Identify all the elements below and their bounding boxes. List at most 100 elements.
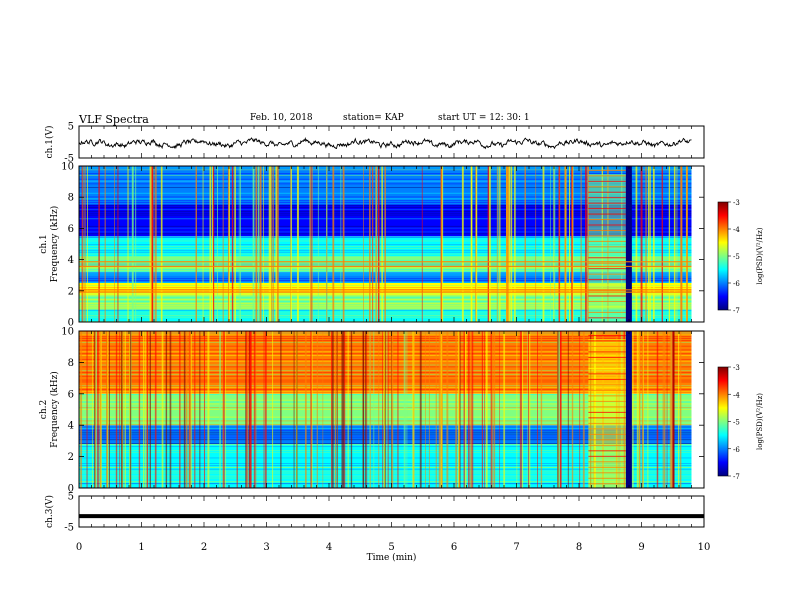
sferic-streak (520, 331, 522, 488)
x-axis-label: Time (min) (367, 552, 417, 563)
sferic-streak (240, 166, 241, 322)
sferic-streak (464, 331, 467, 488)
sferic-streak (671, 331, 673, 488)
x-tick-label: 6 (451, 542, 457, 553)
ch1-spectrogram-ylabel: ch.1 (39, 234, 49, 253)
sferic-streak (331, 331, 334, 488)
sferic-streak (322, 331, 324, 488)
sferic-streak (342, 331, 345, 488)
sferic-streak (150, 166, 153, 322)
x-tick-label: 4 (326, 542, 332, 553)
sferic-streak (138, 331, 141, 488)
sferic-streak (119, 331, 120, 488)
sferic-streak (526, 331, 528, 488)
sferic-streak (95, 331, 98, 488)
sferic-streak (331, 331, 333, 488)
sferic-streak (129, 331, 132, 488)
sferic-streak (672, 331, 675, 488)
sferic-streak (366, 331, 368, 488)
sferic-streak (524, 166, 526, 322)
sferic-streak (679, 331, 682, 488)
colorbar-tick-label: -7 (733, 307, 740, 315)
sferic-streak (127, 166, 129, 322)
sferic-streak (666, 331, 668, 488)
sferic-streak (296, 166, 299, 322)
start-time-label: start UT = 12: 30: 1 (438, 113, 530, 123)
sferic-streak (403, 331, 406, 488)
sferic-streak (386, 331, 388, 488)
sferic-streak (645, 166, 647, 322)
sferic-streak (186, 331, 187, 488)
ch1-waveform-ylabel: ch.1(V) (44, 126, 55, 159)
sferic-streak (669, 331, 672, 488)
sferic-streak (455, 331, 458, 488)
sferic-streak (413, 331, 415, 488)
sferic-streak (311, 166, 313, 322)
sferic-streak (276, 166, 279, 322)
sferic-streak (640, 166, 643, 322)
sferic-streak (535, 166, 537, 322)
x-tick-label: 0 (76, 542, 82, 553)
sferic-streak (350, 331, 353, 488)
sferic-streak (519, 331, 521, 488)
sferic-streak (503, 331, 506, 488)
sferic-streak (280, 331, 282, 488)
sferic-streak (120, 331, 123, 488)
sferic-streak (217, 166, 218, 322)
sferic-streak (678, 331, 680, 488)
sferic-streak (585, 166, 587, 322)
sferic-streak (571, 166, 573, 322)
sferic-streak (247, 331, 249, 488)
sferic-streak (114, 166, 115, 322)
sferic-streak (383, 331, 386, 488)
y-tick-label: 8 (68, 358, 74, 369)
sferic-streak (491, 331, 493, 488)
sferic-streak (587, 166, 589, 322)
sferic-streak (470, 331, 472, 488)
sferic-streak (463, 331, 465, 488)
sferic-streak (340, 166, 342, 322)
sferic-streak (270, 166, 272, 322)
sferic-streak (222, 166, 224, 322)
sferic-streak (341, 331, 344, 488)
sferic-streak (550, 166, 551, 322)
sferic-streak (516, 331, 518, 488)
sferic-streak (252, 166, 255, 322)
sferic-streak (580, 166, 582, 322)
sferic-streak (470, 166, 473, 322)
sferic-streak (106, 331, 109, 488)
sferic-streak (228, 166, 230, 322)
sferic-streak (440, 166, 443, 322)
sferic-streak (310, 331, 312, 488)
sferic-streak (249, 331, 250, 488)
sferic-streak (499, 166, 501, 322)
sferic-streak (638, 331, 641, 488)
sferic-streak (179, 331, 181, 488)
sferic-streak (290, 166, 292, 322)
x-tick-label: 5 (388, 542, 394, 553)
sferic-streak (316, 331, 318, 488)
ch1-spectrogram-image (79, 165, 704, 322)
sferic-streak (438, 331, 441, 488)
sferic-streak (397, 331, 399, 488)
sferic-streak (275, 166, 278, 322)
y-tick-label: 5 (68, 492, 74, 503)
sferic-streak (363, 166, 364, 322)
ch2-spectrogram-image (79, 330, 704, 488)
sferic-streak (375, 166, 377, 322)
colorbar-tick-label: -4 (733, 391, 740, 399)
x-tick-label: 8 (576, 542, 582, 553)
sferic-streak (471, 331, 474, 488)
figure-title: VLF Spectra (79, 113, 149, 126)
sferic-streak (486, 331, 488, 488)
sferic-streak (567, 331, 569, 488)
sferic-streak (457, 331, 460, 488)
x-tick-label: 3 (263, 542, 269, 553)
sferic-streak (149, 331, 151, 488)
sferic-streak (337, 331, 339, 488)
colorbar-tick-label: -5 (733, 253, 740, 261)
sferic-streak (485, 331, 488, 488)
sferic-streak (560, 331, 562, 488)
sferic-streak (117, 166, 119, 322)
sferic-streak (189, 331, 192, 488)
